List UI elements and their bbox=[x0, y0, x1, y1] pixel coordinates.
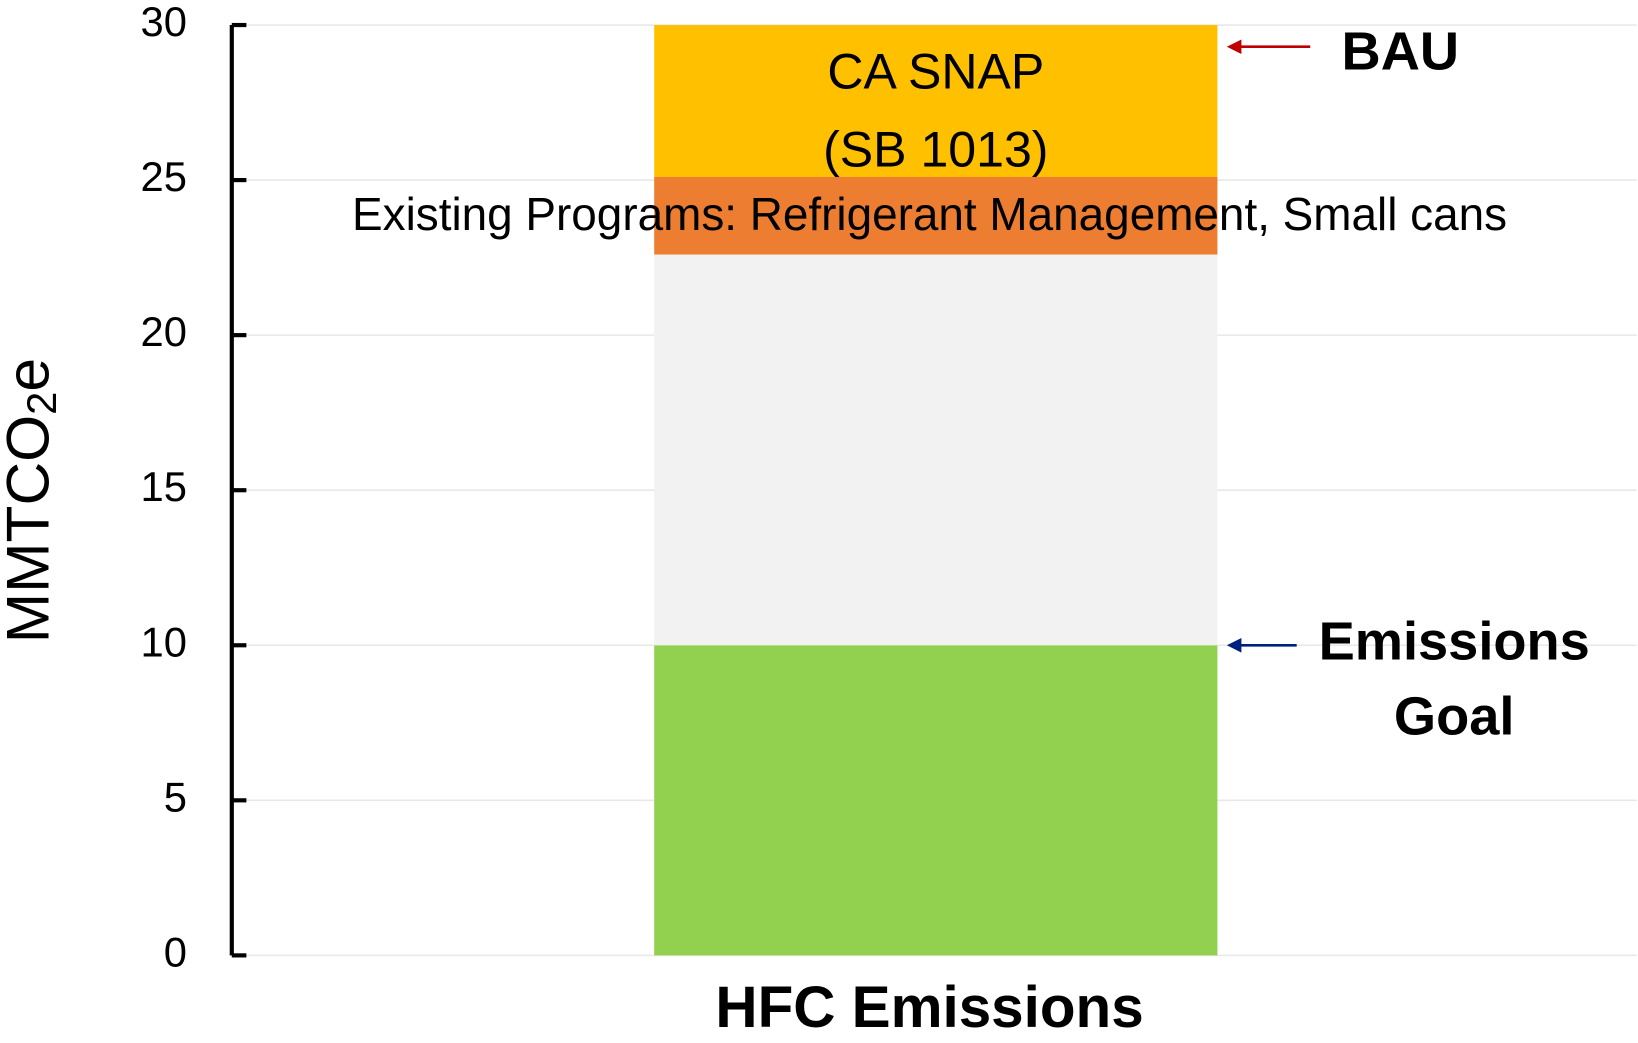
y-tick-label: 10 bbox=[141, 618, 187, 665]
segment-label: CA SNAP bbox=[827, 43, 1044, 99]
y-axis-label: MMTCO2e bbox=[0, 358, 65, 643]
annotation-arrowhead bbox=[1226, 39, 1242, 55]
bar-segment bbox=[654, 25, 1218, 177]
annotation-text: Goal bbox=[1394, 687, 1515, 747]
bar-segment bbox=[654, 645, 1218, 956]
y-tick-label: 5 bbox=[164, 773, 187, 820]
annotation-arrowhead bbox=[1226, 637, 1242, 653]
y-tick-label: 0 bbox=[164, 928, 187, 975]
bar-segment bbox=[654, 176, 1218, 255]
annotation-text: Emissions bbox=[1319, 612, 1590, 672]
segment-label: (SB 1013) bbox=[823, 122, 1048, 178]
y-tick-label: 20 bbox=[141, 308, 187, 355]
annotation-text: BAU bbox=[1342, 21, 1459, 81]
y-tick-label: 25 bbox=[141, 153, 187, 200]
x-tick-label: HFC Emissions bbox=[715, 975, 1143, 1040]
y-tick-label: 15 bbox=[141, 463, 187, 510]
y-tick-label: 30 bbox=[141, 0, 187, 45]
bar-segment bbox=[654, 254, 1218, 646]
segment-label: Existing Programs: Refrigerant Managemen… bbox=[352, 188, 1507, 240]
y-label-main: MMTCO bbox=[0, 415, 62, 643]
y-label-end: e bbox=[0, 358, 62, 392]
y-label-sub: 2 bbox=[18, 392, 65, 415]
